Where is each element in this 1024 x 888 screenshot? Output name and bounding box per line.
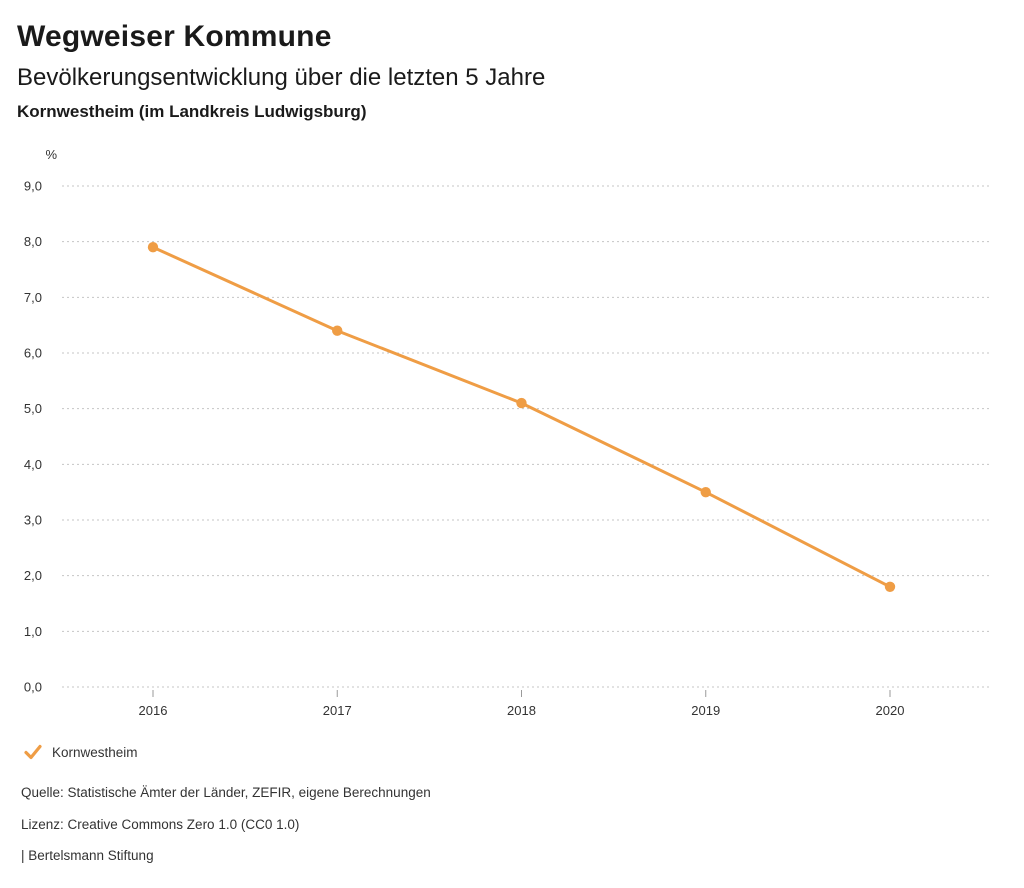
y-tick-label: 0,0	[24, 680, 42, 695]
y-tick-label: 6,0	[24, 346, 42, 361]
y-tick-label: 3,0	[24, 513, 42, 528]
data-point-marker[interactable]	[332, 325, 343, 336]
data-point-marker[interactable]	[884, 581, 896, 592]
legend-item-kornwestheim[interactable]: Kornwestheim	[24, 744, 138, 760]
x-tick-label: 2020	[876, 703, 905, 718]
data-point-marker[interactable]	[516, 397, 527, 409]
legend-label: Kornwestheim	[52, 744, 138, 760]
y-tick-label: 9,0	[24, 179, 42, 194]
x-tick-label: 2016	[139, 703, 168, 718]
data-point-marker[interactable]	[147, 242, 159, 253]
chart-title: Bevölkerungsentwicklung über die letzten…	[17, 64, 546, 91]
series-line	[151, 245, 892, 589]
chart-region-subtitle: Kornwestheim (im Landkreis Ludwigsburg)	[17, 102, 367, 121]
x-tick-label: 2018	[507, 703, 536, 718]
y-tick-label: 2,0	[24, 568, 42, 583]
x-tick-label: 2019	[691, 703, 720, 718]
y-tick-label: 7,0	[24, 290, 42, 305]
x-tick-label: 2017	[323, 703, 352, 718]
y-tick-label: 4,0	[24, 457, 42, 472]
license-text: Lizenz: Creative Commons Zero 1.0 (CC0 1…	[21, 817, 300, 832]
y-tick-label: 5,0	[24, 401, 42, 416]
attribution-text: | Bertelsmann Stiftung	[21, 848, 154, 863]
page-title: Wegweiser Kommune	[17, 20, 332, 53]
y-tick-label: 1,0	[24, 624, 42, 639]
source-text: Quelle: Statistische Ämter der Länder, Z…	[21, 785, 431, 800]
check-icon	[24, 744, 42, 760]
y-axis-unit-label: %	[45, 147, 57, 162]
y-tick-label: 8,0	[24, 234, 42, 249]
data-point-marker[interactable]	[700, 486, 711, 498]
